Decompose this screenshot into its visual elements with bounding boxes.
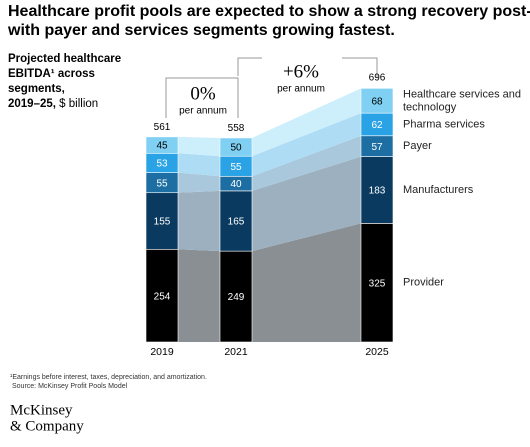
connector: [252, 156, 361, 252]
value-label: 155: [154, 217, 171, 228]
annotation: 0%: [190, 83, 216, 104]
connector: [178, 153, 220, 177]
value-label: 57: [371, 142, 383, 153]
bar-segment: [145, 192, 179, 250]
footnote: ¹Earnings before interest, taxes, deprec…: [10, 374, 207, 381]
connector: [252, 223, 361, 342]
bar-segment: [360, 88, 394, 114]
bracket-gap: [262, 50, 342, 96]
connector: [252, 135, 361, 191]
annotation: +6%: [283, 61, 319, 82]
bracket-gap: [180, 83, 226, 117]
value-label: 325: [369, 278, 386, 289]
bar-segment: [360, 223, 394, 343]
y-label: $ billion: [59, 98, 98, 110]
value-label: 55: [156, 178, 168, 189]
bar-segment: [360, 156, 394, 224]
connectors: [178, 88, 361, 342]
logo: McKinsey: [10, 402, 73, 418]
legend-label: Healthcare services and: [403, 89, 521, 101]
legend-label: technology: [403, 102, 457, 114]
x-tick-label: 2025: [365, 346, 389, 358]
x-tick-label: 2019: [150, 346, 174, 358]
bar-segment: [219, 137, 253, 157]
annotation: per annum: [277, 84, 325, 95]
y-label: segments,: [8, 83, 65, 95]
legend-label: Provider: [403, 277, 444, 289]
value-label: 40: [230, 179, 242, 190]
legend-label: Pharma services: [403, 118, 485, 130]
connector: [178, 190, 220, 252]
total-label: 561: [154, 122, 171, 133]
connector: [178, 172, 220, 193]
connector: [178, 136, 220, 157]
value-label: 249: [228, 292, 245, 303]
annotation: per annum: [179, 106, 227, 117]
y-label: EBITDA¹ across: [8, 68, 95, 80]
total-label: 696: [369, 73, 386, 84]
bar-segment: [145, 136, 179, 154]
chart-title: Healthcare profit pools are expected to …: [8, 3, 530, 20]
bar-segment: [219, 190, 253, 252]
value-label: 55: [230, 162, 242, 173]
connector: [252, 113, 361, 177]
y-label: Projected healthcare: [8, 53, 121, 65]
legend-label: Payer: [403, 140, 432, 152]
total-label: 558: [228, 123, 245, 134]
y-label: 2019–25,: [8, 98, 56, 110]
bar-segment: [145, 248, 179, 343]
connector: [252, 88, 361, 157]
value-label: 53: [156, 159, 168, 170]
value-label: 45: [156, 141, 168, 152]
x-tick-label: 2021: [224, 346, 248, 358]
y-label: 2019–25, $ billion: [8, 98, 98, 110]
value-label: 254: [154, 291, 171, 302]
legend-label: Manufacturers: [403, 184, 474, 196]
value-label: 62: [371, 120, 383, 131]
legend-label: Healthcare services and technology: [403, 89, 521, 114]
value-label: 165: [228, 217, 245, 228]
value-label: 50: [230, 143, 242, 154]
bar-segment: [219, 250, 253, 343]
value-label: 68: [371, 96, 383, 107]
logo: & Company: [10, 418, 84, 434]
bracket: [165, 77, 239, 118]
source: Source: McKinsey Profit Pools Model: [12, 383, 128, 390]
chart-title: with payer and services segments growing…: [7, 22, 395, 39]
connector: [178, 249, 220, 342]
value-label: 183: [369, 186, 386, 197]
